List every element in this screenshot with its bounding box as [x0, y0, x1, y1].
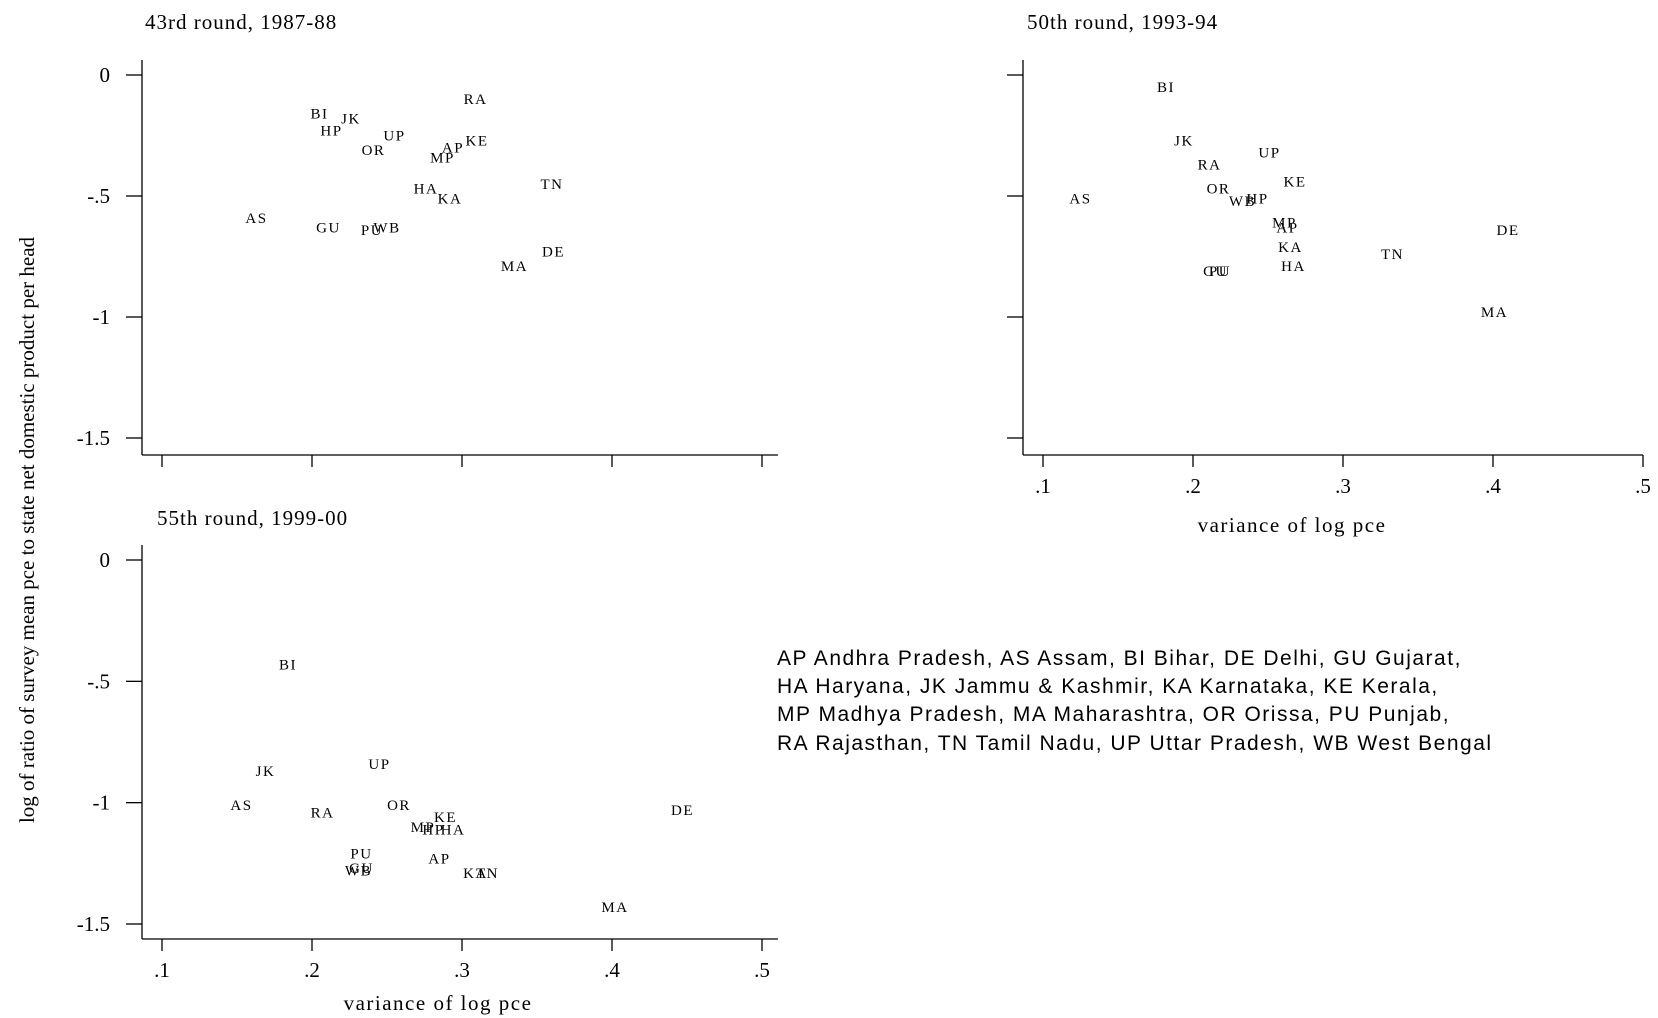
x-axis-label: variance of log pce — [344, 991, 533, 1015]
point-label-as: AS — [1069, 191, 1091, 207]
panel-title: 50th round, 1993-94 — [1027, 10, 1218, 34]
y-tick-label: -1 — [93, 305, 111, 329]
point-label-wb: WB — [1229, 194, 1256, 210]
x-tick-label: .2 — [304, 958, 320, 982]
point-label-or: OR — [387, 798, 411, 814]
point-label-bi: BI — [279, 657, 297, 673]
legend-line: AP Andhra Pradesh, AS Assam, BI Bihar, D… — [777, 647, 1462, 670]
panel-title: 55th round, 1999-00 — [157, 506, 348, 530]
point-label-gu: GU — [1203, 264, 1228, 280]
x-tick-label: .5 — [754, 958, 770, 982]
point-label-bi: BI — [311, 107, 329, 123]
point-label-wb: WB — [373, 220, 400, 236]
x-tick-label: .3 — [1335, 474, 1351, 498]
panel-55th-round: 55th round, 1999-00 variance of log pce … — [77, 506, 778, 1015]
point-label-ke: KE — [466, 133, 489, 149]
point-label-ha: HA — [414, 182, 439, 198]
point-label-ka: KA — [1278, 240, 1303, 256]
point-label-ka: KA — [463, 866, 488, 882]
point-label-ra: RA — [1198, 158, 1222, 174]
point-label-tn: TN — [476, 866, 499, 882]
x-tick-label: .2 — [1185, 474, 1201, 498]
y-tick-label: -1.5 — [77, 912, 110, 936]
point-label-de: DE — [542, 245, 565, 261]
point-label-de: DE — [1497, 223, 1520, 239]
point-label-hp: HP — [422, 822, 444, 838]
x-tick-label: .3 — [454, 958, 470, 982]
point-label-pu: PU — [361, 223, 383, 239]
point-label-jk: JK — [256, 764, 276, 780]
point-label-as: AS — [245, 211, 267, 227]
point-label-ma: MA — [601, 900, 628, 916]
point-label-ka: KA — [438, 191, 463, 207]
point-label-tn: TN — [541, 177, 564, 193]
point-label-ap: AP — [442, 141, 464, 157]
point-label-up: UP — [383, 129, 405, 145]
point-label-pu: PU — [350, 847, 372, 863]
y-tick-label: -1 — [93, 791, 111, 815]
point-label-ma: MA — [1481, 305, 1508, 321]
state-code-legend: AP Andhra Pradesh, AS Assam, BI Bihar, D… — [777, 647, 1493, 755]
point-label-ma: MA — [501, 259, 528, 275]
point-label-jk: JK — [1174, 133, 1194, 149]
point-label-hp: HP — [320, 124, 342, 140]
point-label-or: OR — [362, 143, 386, 159]
point-label-ke: KE — [1284, 174, 1307, 190]
point-label-de: DE — [671, 803, 694, 819]
panel-50th-round: 50th round, 1993-94 variance of log pce … — [1007, 10, 1651, 537]
point-label-mp: MP — [411, 820, 436, 836]
point-label-ra: RA — [311, 805, 335, 821]
point-label-mp: MP — [430, 150, 455, 166]
x-tick-label: .1 — [154, 958, 170, 982]
point-label-as: AS — [230, 798, 252, 814]
point-label-gu: GU — [316, 220, 341, 236]
y-tick-label: 0 — [100, 548, 111, 572]
legend-line: HA Haryana, JK Jammu & Kashmir, KA Karna… — [777, 675, 1439, 698]
point-label-jk: JK — [341, 112, 361, 128]
point-label-pu: PU — [1209, 264, 1231, 280]
point-label-hp: HP — [1246, 191, 1268, 207]
point-label-ap: AP — [1276, 220, 1298, 236]
y-tick-label: -.5 — [87, 184, 110, 208]
x-tick-label: .1 — [1035, 474, 1051, 498]
panel-title: 43rd round, 1987-88 — [145, 10, 337, 34]
point-label-gu: GU — [349, 861, 374, 877]
point-label-ha: HA — [441, 822, 466, 838]
x-axis-label: variance of log pce — [1198, 513, 1387, 537]
legend-line: RA Rajasthan, TN Tamil Nadu, UP Uttar Pr… — [777, 732, 1493, 755]
legend-line: MP Madhya Pradesh, MA Maharashtra, OR Or… — [777, 703, 1450, 726]
x-tick-label: .4 — [1485, 474, 1501, 498]
point-label-ha: HA — [1281, 259, 1306, 275]
point-label-ke: KE — [434, 810, 457, 826]
point-label-wb: WB — [345, 864, 372, 880]
point-label-tn: TN — [1381, 247, 1404, 263]
x-tick-label: .4 — [604, 958, 620, 982]
x-tick-label: .5 — [1635, 474, 1651, 498]
point-label-ap: AP — [428, 851, 450, 867]
point-label-ra: RA — [464, 92, 488, 108]
point-label-up: UP — [1258, 145, 1280, 161]
point-label-mp: MP — [1272, 216, 1297, 232]
point-label-bi: BI — [1157, 80, 1175, 96]
point-label-or: OR — [1207, 182, 1231, 198]
point-label-up: UP — [368, 757, 390, 773]
y-tick-label: -1.5 — [77, 426, 110, 450]
y-tick-label: 0 — [100, 63, 111, 87]
y-axis-label: log of ratio of survey mean pce to state… — [15, 236, 39, 823]
y-tick-label: -.5 — [87, 669, 110, 693]
